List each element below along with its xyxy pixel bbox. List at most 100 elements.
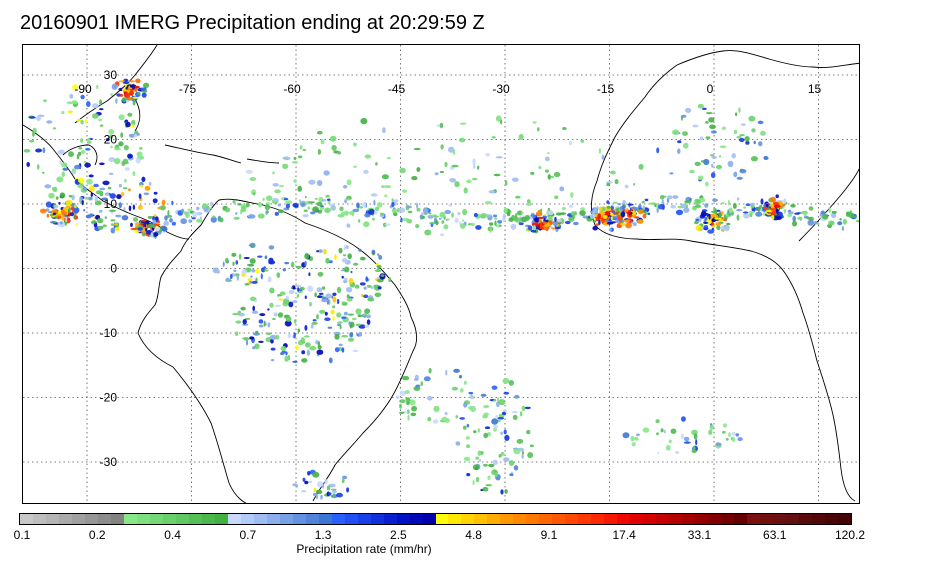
precip-cell [288, 301, 294, 308]
precip-cell [297, 185, 303, 192]
precip-cell [482, 486, 489, 492]
precip-cell [406, 397, 411, 403]
precip-cell [488, 190, 496, 194]
precip-cell [355, 308, 362, 315]
precip-cell [359, 206, 364, 209]
precip-cell [259, 313, 266, 317]
precip-cell [350, 270, 353, 274]
precip-cell [145, 227, 148, 232]
precip-cell [302, 148, 307, 152]
precip-cell [500, 431, 503, 435]
precip-cell [283, 298, 290, 304]
precip-cell [427, 417, 432, 422]
precip-cell [738, 107, 741, 113]
precip-cell [427, 396, 433, 401]
precip-cell [739, 134, 745, 137]
precip-cell [521, 450, 525, 455]
precip-cell [609, 210, 616, 213]
colorbar-swatch [123, 514, 137, 524]
precip-cell [489, 227, 492, 234]
precip-cell [428, 367, 432, 374]
precip-cell [290, 261, 295, 268]
precip-cell [538, 166, 542, 169]
precip-cell [99, 187, 106, 191]
precip-cell [316, 201, 323, 207]
precip-cell [631, 442, 636, 447]
precip-cell [270, 359, 275, 362]
precip-cell [97, 218, 104, 224]
precip-cell [776, 216, 782, 221]
precip-cell [88, 174, 94, 178]
precip-cell [347, 253, 352, 260]
precip-cell [114, 223, 118, 226]
precip-cell [399, 411, 405, 414]
precip-cell [129, 90, 134, 96]
colorbar-swatch [71, 514, 85, 524]
colorbar-swatch [266, 514, 280, 524]
precip-cell [384, 223, 391, 226]
precip-cell [44, 184, 52, 189]
precip-cell [237, 312, 245, 317]
precip-cell [473, 163, 476, 169]
precip-cell [504, 180, 508, 186]
colorbar-swatch [279, 514, 293, 524]
precip-cell [82, 186, 87, 192]
colorbar-swatch [682, 514, 696, 524]
precip-cell [462, 208, 468, 216]
precip-cell [589, 213, 597, 219]
precip-cell [99, 162, 105, 166]
colorbar-swatch [656, 514, 670, 524]
precip-cell [299, 145, 303, 150]
precip-cell [743, 213, 750, 219]
precip-cell [620, 211, 626, 218]
precip-cell [120, 132, 124, 138]
precip-cell [449, 178, 457, 183]
precip-cell [62, 167, 69, 171]
precip-cell [343, 245, 346, 251]
precip-cell [846, 211, 851, 216]
precip-cell [268, 260, 276, 265]
precip-cell [756, 213, 763, 216]
precip-cell [123, 89, 131, 92]
precip-cell [99, 99, 102, 106]
precip-cell [393, 199, 399, 203]
precip-cell [711, 221, 714, 226]
precip-cell [580, 139, 585, 143]
precip-cell [529, 444, 534, 448]
precip-cell [310, 324, 314, 329]
precip-cell [330, 309, 335, 315]
precip-cell [141, 232, 146, 237]
precip-cell [641, 200, 645, 204]
precip-cell [364, 212, 371, 218]
precip-cell [704, 203, 708, 208]
precip-cell [304, 260, 307, 267]
precip-cell [60, 209, 65, 216]
precip-cell [360, 256, 366, 261]
precip-cell [386, 157, 391, 160]
colorbar-label: Precipitation rate (mm/hr) [296, 542, 432, 556]
precip-cell [483, 432, 489, 439]
precip-cell [504, 409, 507, 413]
precip-cell [341, 258, 348, 263]
precip-cell [211, 215, 216, 219]
precip-cell [297, 287, 300, 292]
precip-cell [245, 202, 250, 208]
precip-cell [830, 212, 837, 219]
precip-cell [332, 305, 336, 309]
precip-cell [711, 227, 715, 231]
precip-cell [57, 215, 60, 220]
precip-cell [140, 87, 147, 91]
precip-cell [657, 452, 660, 454]
precip-cell [435, 220, 439, 226]
precip-cell [757, 120, 764, 125]
precip-cell [300, 337, 305, 343]
colorbar-swatch [565, 514, 579, 524]
precip-cell [249, 177, 257, 181]
precip-cell [258, 319, 264, 324]
precip-cell [494, 472, 498, 478]
precip-cell [327, 326, 333, 329]
precip-cell [138, 184, 144, 187]
precip-cell [316, 250, 319, 253]
precip-cell [53, 221, 56, 224]
precip-cell [770, 203, 775, 209]
